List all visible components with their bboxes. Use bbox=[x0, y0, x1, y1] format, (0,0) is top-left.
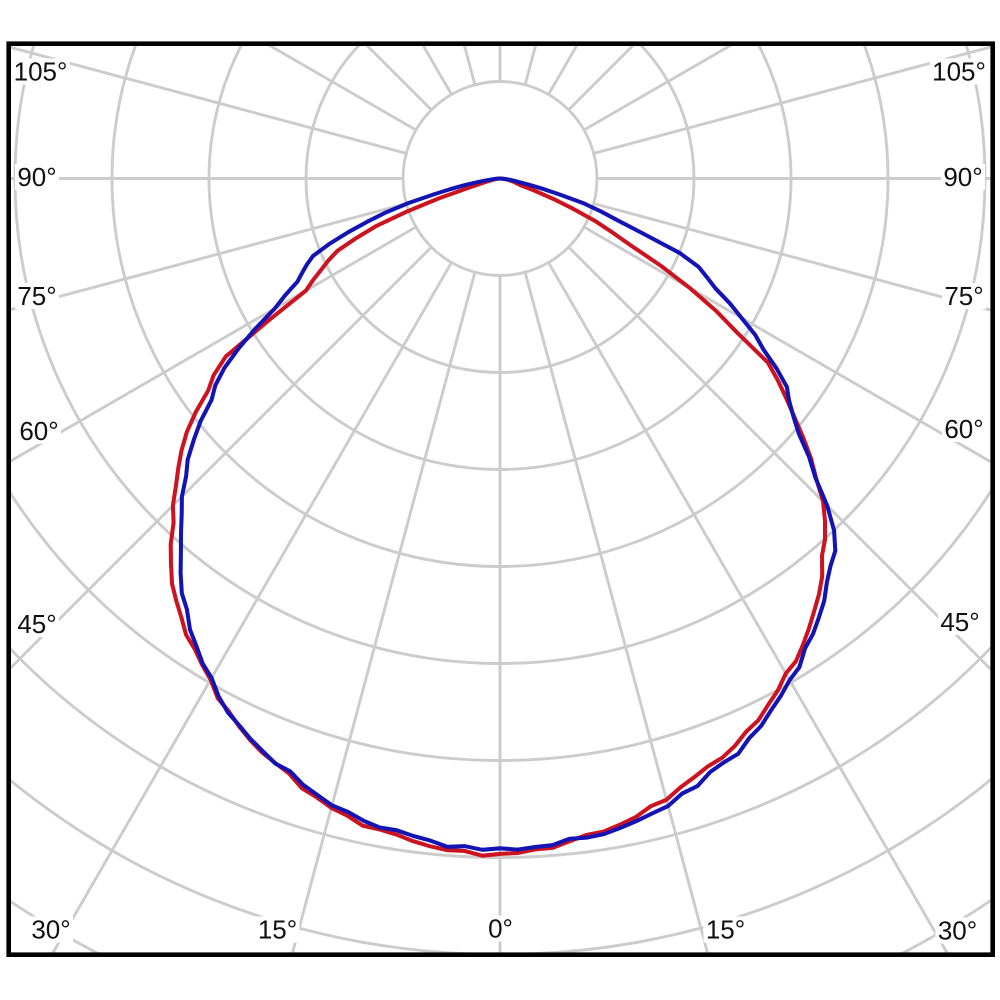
svg-text:15°: 15° bbox=[258, 915, 297, 945]
svg-text:75°: 75° bbox=[17, 281, 56, 311]
svg-text:75°: 75° bbox=[944, 281, 983, 311]
svg-text:30°: 30° bbox=[31, 915, 70, 945]
svg-text:90°: 90° bbox=[943, 162, 982, 192]
svg-text:45°: 45° bbox=[17, 609, 56, 639]
svg-text:105°: 105° bbox=[932, 57, 986, 87]
svg-text:0°: 0° bbox=[488, 914, 513, 944]
svg-text:30°: 30° bbox=[938, 916, 977, 946]
svg-text:90°: 90° bbox=[17, 162, 56, 192]
svg-text:60°: 60° bbox=[19, 416, 58, 446]
svg-text:60°: 60° bbox=[944, 414, 983, 444]
svg-text:45°: 45° bbox=[940, 607, 979, 637]
svg-text:15°: 15° bbox=[706, 915, 745, 945]
svg-text:105°: 105° bbox=[14, 57, 68, 87]
